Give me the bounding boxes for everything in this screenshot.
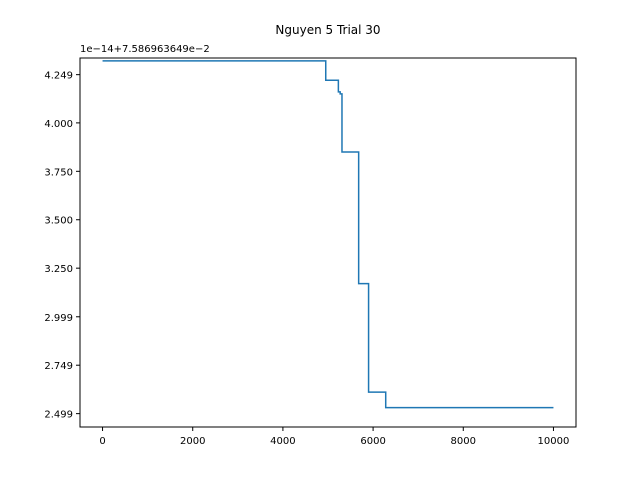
y-tick-label: 2.749: [44, 361, 73, 372]
y-tick-label: 3.750: [44, 167, 73, 178]
y-tick-label: 4.000: [44, 119, 73, 130]
series-line: [102, 60, 554, 409]
y-tick-label: 2.499: [44, 410, 73, 421]
chart-title: Nguyen 5 Trial 30: [275, 23, 380, 37]
y-tick-label: 3.500: [44, 216, 73, 227]
x-tick-label: 6000: [360, 436, 385, 447]
y-axis-offset-label: 1e−14+7.586963649e−2: [80, 44, 210, 55]
y-tick-label: 2.999: [44, 313, 73, 324]
x-tick-label: 0: [99, 436, 105, 447]
x-tick-label: 10000: [538, 436, 570, 447]
x-tick-label: 8000: [451, 436, 476, 447]
x-tick-label: 2000: [180, 436, 205, 447]
x-tick-label: 4000: [270, 436, 295, 447]
y-tick-label: 3.250: [44, 264, 73, 275]
plot-frame: [79, 57, 577, 428]
y-tick-label: 4.249: [44, 71, 73, 82]
